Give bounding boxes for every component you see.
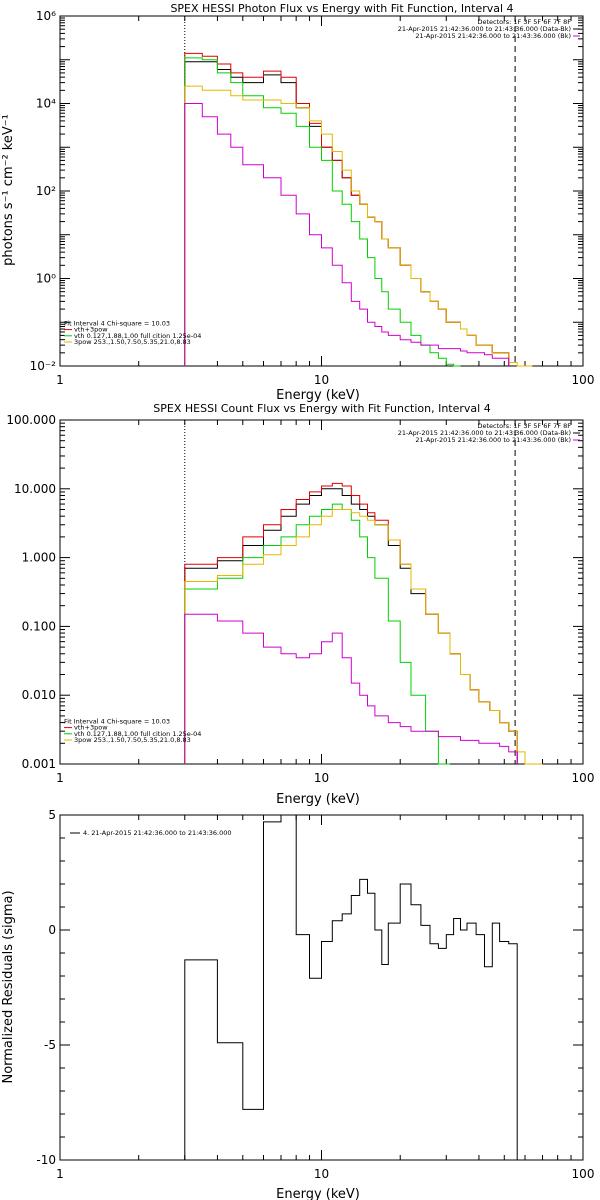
series-black xyxy=(184,61,510,366)
legend-text: 21-Apr-2015 21:42:36.000 to 21:43:36.000… xyxy=(415,436,571,444)
series-magenta xyxy=(184,613,518,764)
legend-text: 3pow 253.,1.50,7.50,5.35,21.0,8.83 xyxy=(74,338,191,346)
series-black xyxy=(184,814,518,1160)
photon-flux-panel: SPEX HESSI Photon Flux vs Energy with Fi… xyxy=(1,2,594,403)
legend-text: Fit Interval 4 Chi-square = 10.03 xyxy=(64,717,170,725)
series-orange xyxy=(184,509,543,765)
y-tick-label: 0.010 xyxy=(22,688,56,702)
series-green xyxy=(184,503,450,765)
legend-text: Fit Interval 4 Chi-square = 10.03 xyxy=(64,319,170,327)
series-red xyxy=(184,482,518,764)
count-flux-xlabel: Energy (keV) xyxy=(276,792,360,807)
x-tick-label: 10 xyxy=(314,1167,329,1181)
series-magenta xyxy=(184,103,510,366)
plot-frame xyxy=(59,419,584,765)
y-tick-label: 10⁶ xyxy=(36,9,56,23)
y-tick-label: 0 xyxy=(48,923,56,937)
y-tick-label: -10 xyxy=(36,1153,56,1167)
legend-text: 4. 21-Apr-2015 21:42:36.000 to 21:43:36.… xyxy=(83,829,232,837)
legend-text: 3pow 253.,1.50,7.50,5.35,21.0,8.83 xyxy=(74,736,191,744)
legend-text: Detectors: 1F 3F 5F 6F 7F 8F xyxy=(477,422,571,430)
plot-frame xyxy=(59,15,584,367)
photon-flux-ylabel: photons s⁻¹ cm⁻² keV⁻¹ xyxy=(1,114,16,266)
legend-text: vth+3pow xyxy=(74,326,108,334)
y-tick-label: 10⁴ xyxy=(36,97,56,111)
series-red xyxy=(184,52,510,366)
x-tick-label: 100 xyxy=(572,771,595,785)
y-tick-label: 10⁻² xyxy=(30,359,57,373)
x-tick-label: 1 xyxy=(56,373,64,387)
legend-text: vth 0.127,1.88,1.00 full cition 1.25e-04 xyxy=(74,332,201,340)
series-black xyxy=(184,488,518,764)
x-tick-label: 10 xyxy=(314,771,329,785)
residuals-panel: Energy (keV) Normalized Residuals (sigma… xyxy=(1,808,594,1200)
plot-frame xyxy=(59,814,584,1161)
x-tick-label: 100 xyxy=(572,373,595,387)
y-tick-label: -5 xyxy=(44,1038,56,1052)
series-green xyxy=(184,57,461,367)
residuals-ylabel: Normalized Residuals (sigma) xyxy=(1,890,16,1083)
legend-text: 21-Apr-2015 21:42:36.000 to 21:43:36.000… xyxy=(398,429,571,437)
y-tick-label: 1.000 xyxy=(22,551,56,565)
x-tick-label: 10 xyxy=(314,373,329,387)
y-tick-label: 10² xyxy=(36,184,56,198)
legend-text: vth 0.127,1.88,1.00 full cition 1.25e-04 xyxy=(74,730,201,738)
x-tick-label: 100 xyxy=(572,1167,595,1181)
residuals-xlabel: Energy (keV) xyxy=(276,1187,360,1200)
legend-text: vth+3pow xyxy=(74,724,108,732)
count-flux-panel: SPEX HESSI Count Flux vs Energy with Fit… xyxy=(6,402,594,807)
photon-flux-title: SPEX HESSI Photon Flux vs Energy with Fi… xyxy=(170,2,513,15)
legend-text: 21-Apr-2015 21:42:36.000 to 21:43:36.000… xyxy=(415,32,571,40)
legend-text: 21-Apr-2015 21:42:36.000 to 21:43:36.000… xyxy=(398,25,571,33)
legend-text: Detectors: 1F 3F 5F 6F 7F 8F xyxy=(477,18,571,26)
y-tick-label: 10⁰ xyxy=(36,272,56,286)
y-tick-label: 0.001 xyxy=(22,757,56,771)
y-tick-label: 100.000 xyxy=(6,413,56,427)
y-tick-label: 5 xyxy=(48,808,56,822)
count-flux-title: SPEX HESSI Count Flux vs Energy with Fit… xyxy=(153,402,490,415)
x-tick-label: 1 xyxy=(56,771,64,785)
y-tick-label: 10.000 xyxy=(14,482,56,496)
x-tick-label: 1 xyxy=(56,1167,64,1181)
y-tick-label: 0.100 xyxy=(22,619,56,633)
photon-flux-xlabel: Energy (keV) xyxy=(276,388,360,403)
series-orange xyxy=(184,85,533,367)
